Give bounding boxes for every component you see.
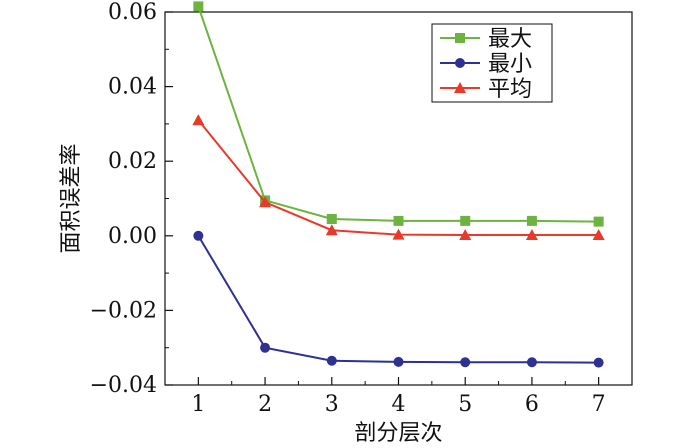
data-point xyxy=(326,355,337,366)
series-layer xyxy=(192,1,605,368)
data-point xyxy=(325,224,338,236)
x-tick-label: 1 xyxy=(191,392,205,417)
axis-ticks: 0.06 0.04 0.02 0.00 −0.02 −0.04 1 2 3 4 5 6 7 xyxy=(90,0,606,417)
y-tick-label: −0.02 xyxy=(90,298,157,323)
legend-entry: 最大 xyxy=(440,27,532,52)
series-2 xyxy=(193,230,604,368)
x-axis-label: 剖分层次 xyxy=(354,421,442,446)
y-tick-label: 0.06 xyxy=(108,0,157,25)
data-point xyxy=(526,215,537,226)
plot-area xyxy=(164,11,633,386)
legend-entry: 平均 xyxy=(440,77,532,102)
y-axis-label: 面积误差率 xyxy=(59,143,84,253)
data-point xyxy=(393,356,404,367)
legend-marker xyxy=(455,33,465,43)
data-point xyxy=(326,214,337,225)
y-tick-label: 0.04 xyxy=(108,75,157,100)
data-point xyxy=(193,1,204,12)
data-point xyxy=(192,114,205,126)
data-point xyxy=(459,229,472,241)
legend-marker xyxy=(455,58,465,68)
data-point xyxy=(526,357,537,368)
data-point xyxy=(593,357,604,368)
data-point xyxy=(460,215,471,226)
x-tick-label: 2 xyxy=(258,392,272,417)
legend-label: 最大 xyxy=(488,27,532,52)
x-tick-label: 4 xyxy=(392,392,406,417)
y-tick-label: −0.04 xyxy=(90,373,157,398)
series-line xyxy=(197,235,599,364)
series-3 xyxy=(192,114,605,241)
data-point xyxy=(525,229,538,241)
legend-entry: 最小 xyxy=(440,52,532,77)
legend-marker xyxy=(454,82,466,93)
data-point xyxy=(260,342,271,353)
x-tick-label: 6 xyxy=(525,392,539,417)
data-point xyxy=(460,357,471,368)
x-tick-label: 7 xyxy=(592,392,606,417)
data-point xyxy=(392,228,405,240)
legend-label: 平均 xyxy=(488,77,532,102)
legend-label: 最小 xyxy=(488,52,532,77)
data-point xyxy=(393,215,404,226)
data-point xyxy=(193,230,204,241)
data-point xyxy=(592,229,605,241)
y-tick-label: 0.02 xyxy=(108,149,157,174)
plot-frame xyxy=(164,11,633,386)
data-point xyxy=(259,196,272,208)
x-tick-label: 3 xyxy=(325,392,339,417)
y-tick-label: 0.00 xyxy=(108,224,157,249)
data-point xyxy=(593,216,604,227)
x-tick-label: 5 xyxy=(458,392,472,417)
